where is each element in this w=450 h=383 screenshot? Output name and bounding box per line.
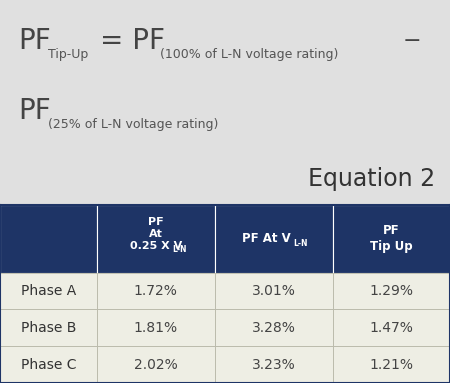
Text: PF
Tip Up: PF Tip Up bbox=[370, 224, 413, 253]
FancyBboxPatch shape bbox=[97, 309, 215, 346]
Text: PF: PF bbox=[18, 27, 51, 55]
Text: 3.28%: 3.28% bbox=[252, 321, 296, 335]
Text: (25% of L-N voltage rating): (25% of L-N voltage rating) bbox=[48, 118, 218, 131]
Text: 1.47%: 1.47% bbox=[369, 321, 413, 335]
FancyBboxPatch shape bbox=[0, 346, 97, 383]
FancyBboxPatch shape bbox=[215, 273, 333, 309]
Text: PF: PF bbox=[18, 97, 51, 125]
FancyBboxPatch shape bbox=[333, 273, 450, 309]
Text: Phase A: Phase A bbox=[21, 284, 76, 298]
Text: L-N: L-N bbox=[172, 245, 187, 254]
FancyBboxPatch shape bbox=[97, 346, 215, 383]
FancyBboxPatch shape bbox=[0, 309, 97, 346]
Text: 3.23%: 3.23% bbox=[252, 358, 296, 372]
FancyBboxPatch shape bbox=[97, 273, 215, 309]
Text: 1.21%: 1.21% bbox=[369, 358, 413, 372]
Text: 1.29%: 1.29% bbox=[369, 284, 413, 298]
FancyBboxPatch shape bbox=[0, 205, 97, 273]
Text: 1.72%: 1.72% bbox=[134, 284, 178, 298]
FancyBboxPatch shape bbox=[97, 205, 215, 273]
Text: Phase C: Phase C bbox=[21, 358, 76, 372]
Text: 3.01%: 3.01% bbox=[252, 284, 296, 298]
Text: 2.02%: 2.02% bbox=[134, 358, 178, 372]
Text: L-N: L-N bbox=[293, 239, 308, 248]
FancyBboxPatch shape bbox=[333, 205, 450, 273]
Text: (100% of L-N voltage rating): (100% of L-N voltage rating) bbox=[160, 48, 338, 61]
Text: Equation 2: Equation 2 bbox=[308, 167, 435, 192]
Text: −: − bbox=[403, 31, 422, 51]
Text: Phase B: Phase B bbox=[21, 321, 76, 335]
Text: = PF: = PF bbox=[100, 27, 165, 55]
Text: PF
At
0.25 X V: PF At 0.25 X V bbox=[130, 217, 182, 251]
Text: 1.81%: 1.81% bbox=[134, 321, 178, 335]
Text: PF At V: PF At V bbox=[242, 232, 291, 245]
FancyBboxPatch shape bbox=[0, 273, 97, 309]
Text: Tip-Up: Tip-Up bbox=[48, 48, 88, 61]
FancyBboxPatch shape bbox=[215, 346, 333, 383]
FancyBboxPatch shape bbox=[215, 309, 333, 346]
FancyBboxPatch shape bbox=[333, 346, 450, 383]
FancyBboxPatch shape bbox=[215, 205, 333, 273]
FancyBboxPatch shape bbox=[333, 309, 450, 346]
